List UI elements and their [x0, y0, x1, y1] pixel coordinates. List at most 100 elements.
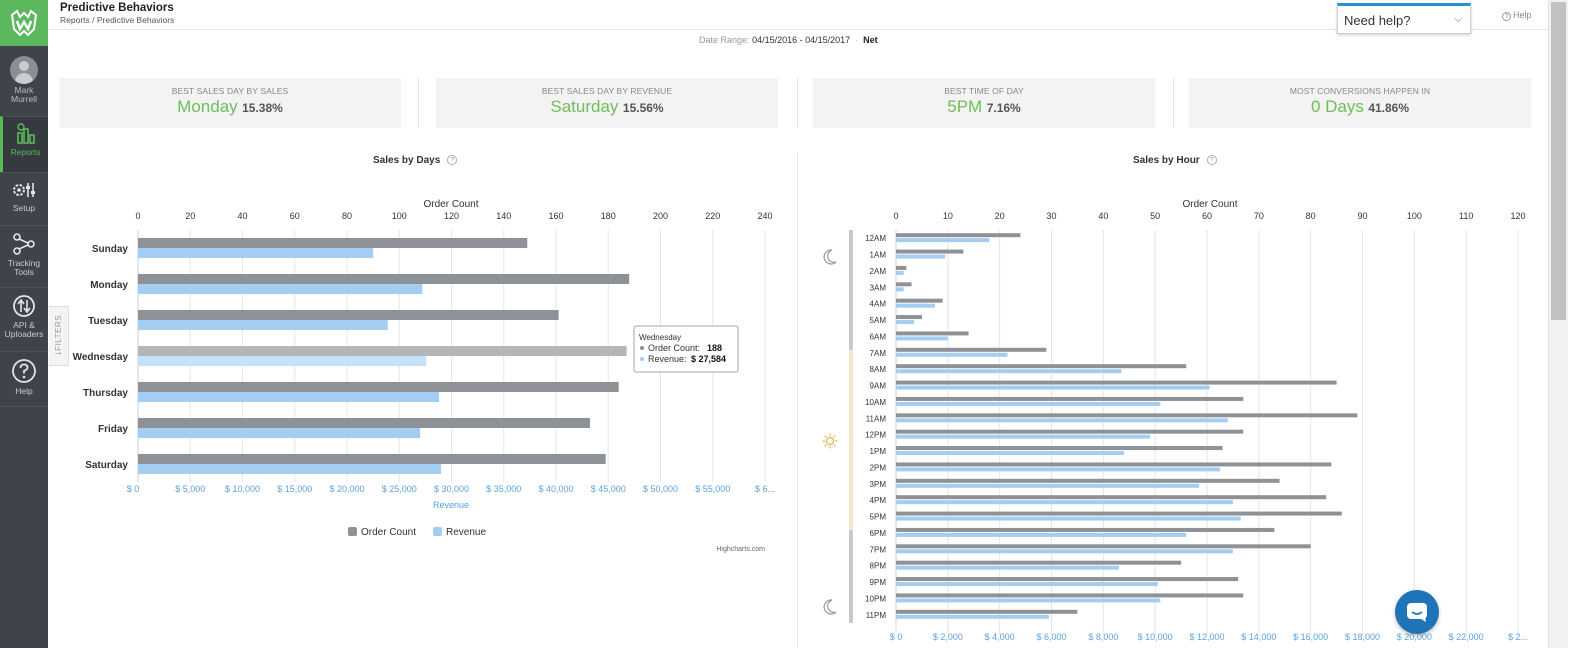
breadcrumb[interactable]: Reports / Predictive Behaviors — [60, 15, 175, 25]
chevron-down-icon: ⌵ — [1454, 14, 1462, 25]
date-range-label: Date Range: — [699, 35, 750, 45]
tracking-icon — [13, 233, 35, 255]
order-count-bar — [896, 429, 1244, 434]
category-label: 2PM — [870, 463, 887, 472]
chat-launcher-button[interactable] — [1395, 590, 1439, 634]
category-label: 5AM — [870, 316, 887, 325]
sidebar-item-help[interactable]: Help — [0, 351, 48, 407]
moon-icon — [823, 249, 837, 265]
revenue-bar — [896, 320, 915, 325]
revenue-bar — [896, 483, 1200, 488]
sales-by-hour-chart: Order Count 0 10 20 30 40 50 60 70 80 90 100 110 120 $… — [822, 199, 1528, 642]
category-label: Wednesday — [73, 352, 129, 363]
tooltip-order-value: 188 — [707, 343, 722, 353]
revenue-bar — [896, 385, 1210, 390]
user-profile[interactable]: Mark Murrell — [0, 52, 48, 104]
panel-divider — [797, 152, 798, 648]
bottom-tick-label: $ 40,000 — [538, 484, 573, 494]
revenue-bar — [896, 451, 1125, 456]
order-count-bar — [138, 454, 606, 464]
stat-value: Saturday — [550, 97, 619, 116]
help-link[interactable]: ? Help — [1502, 10, 1532, 21]
top-tick-label: 180 — [601, 211, 616, 221]
bottom-tick-label: $ 55,000 — [695, 484, 730, 494]
tooltip-order-label: Order Count: — [648, 343, 700, 353]
revenue-bar — [896, 287, 904, 292]
order-count-bar — [138, 274, 630, 284]
bottom-tick-label: $ 30,000 — [434, 484, 469, 494]
sun-ray — [833, 444, 836, 447]
bottom-tick-label: $ 35,000 — [486, 484, 521, 494]
sales-by-days-chart: Order Count 0 20 40 60 80 100 120 140 160 180 200 22… — [73, 199, 775, 553]
stat-label: BEST SALES DAY BY REVENUE — [541, 86, 673, 96]
chat-icon — [1407, 603, 1427, 622]
card-divider — [1173, 78, 1174, 128]
bottom-tick-label: $ 22,000 — [1449, 632, 1484, 642]
revenue-bar — [896, 254, 946, 259]
revenue-bar — [896, 418, 1228, 423]
category-label: 8PM — [870, 562, 887, 571]
order-count-bar — [896, 380, 1337, 385]
sidebar-item-label: Tracking Tools — [7, 258, 41, 277]
chart-title-hours: Sales by Hour? — [1133, 155, 1217, 166]
order-count-bar — [896, 233, 1021, 238]
category-label: Monday — [90, 280, 128, 291]
category-label: 10AM — [865, 398, 886, 407]
question-icon[interactable]: ? — [447, 155, 458, 165]
revenue-bar — [138, 248, 374, 258]
chart-credits: Highcharts.com — [716, 546, 765, 553]
order-count-bar — [896, 364, 1187, 369]
top-tick-label: 90 — [1357, 211, 1367, 221]
top-tick-label: 140 — [496, 211, 511, 221]
revenue-bar — [896, 434, 1150, 439]
order-count-bar — [138, 346, 627, 356]
top-tick-label: 20 — [995, 211, 1005, 221]
sidebar-item-label: Reports — [10, 147, 41, 157]
revenue-bar — [896, 336, 948, 341]
sidebar-item-setup[interactable]: Setup — [0, 172, 48, 225]
top-tick-label: 70 — [1254, 211, 1264, 221]
bottom-tick-label: $ 16,000 — [1293, 632, 1328, 642]
category-label: 5PM — [870, 513, 887, 522]
tooltip-category: Wednesday — [639, 333, 681, 342]
sun-ray — [833, 435, 836, 438]
need-help-dropdown[interactable]: Need help? ⌵ — [1337, 3, 1471, 34]
order-count-bar — [138, 382, 619, 392]
filters-tab[interactable]: FILTERS → — [49, 306, 69, 366]
category-label: 12PM — [865, 431, 886, 440]
bottom-axis-title: Revenue — [433, 500, 469, 510]
bottom-tick-label: $ 0 — [890, 632, 903, 642]
stat-card-sales-day: BEST SALES DAY BY SALES Monday 15.38% — [59, 78, 401, 128]
top-tick-label: 220 — [705, 211, 720, 221]
page-title: Predictive Behaviors — [60, 2, 174, 14]
legend-label-order: Order Count — [361, 527, 416, 538]
revenue-bar — [896, 582, 1158, 587]
category-label: Tuesday — [88, 316, 128, 327]
top-tick-label: 120 — [444, 211, 459, 221]
top-tick-label: 200 — [653, 211, 668, 221]
sidebar-item-reports[interactable]: Reports — [0, 116, 48, 172]
revenue-bar — [896, 467, 1220, 472]
category-label: 10PM — [865, 594, 886, 603]
header: Predictive Behaviors Reports / Predictiv… — [48, 0, 1548, 30]
revenue-bar — [896, 532, 1187, 537]
gears-icon — [13, 183, 35, 197]
date-range[interactable]: Date Range: 04/15/2016 - 04/15/2017 · Net — [699, 35, 878, 45]
scrollbar-thumb[interactable] — [1551, 2, 1566, 320]
question-icon[interactable]: ? — [1206, 155, 1217, 165]
stat-value: Monday — [177, 97, 238, 116]
scrollbar[interactable] — [1548, 0, 1568, 648]
stat-percent: 7.16% — [986, 101, 1021, 115]
order-count-bar — [138, 418, 590, 428]
order-count-bar — [896, 511, 1342, 516]
bottom-tick-label: $ 4,000 — [985, 632, 1015, 642]
sidebar-item-api[interactable]: API & Uploaders — [0, 287, 48, 351]
top-tick-label: 60 — [1202, 211, 1212, 221]
sidebar-item-tracking-tools[interactable]: Tracking Tools — [0, 225, 48, 287]
revenue-bar — [896, 270, 904, 275]
category-label: 7PM — [870, 545, 887, 554]
category-label: 4AM — [870, 300, 887, 309]
logo[interactable] — [0, 0, 48, 46]
revenue-bar — [896, 614, 1049, 619]
stat-label: BEST SALES DAY BY SALES — [171, 86, 289, 96]
